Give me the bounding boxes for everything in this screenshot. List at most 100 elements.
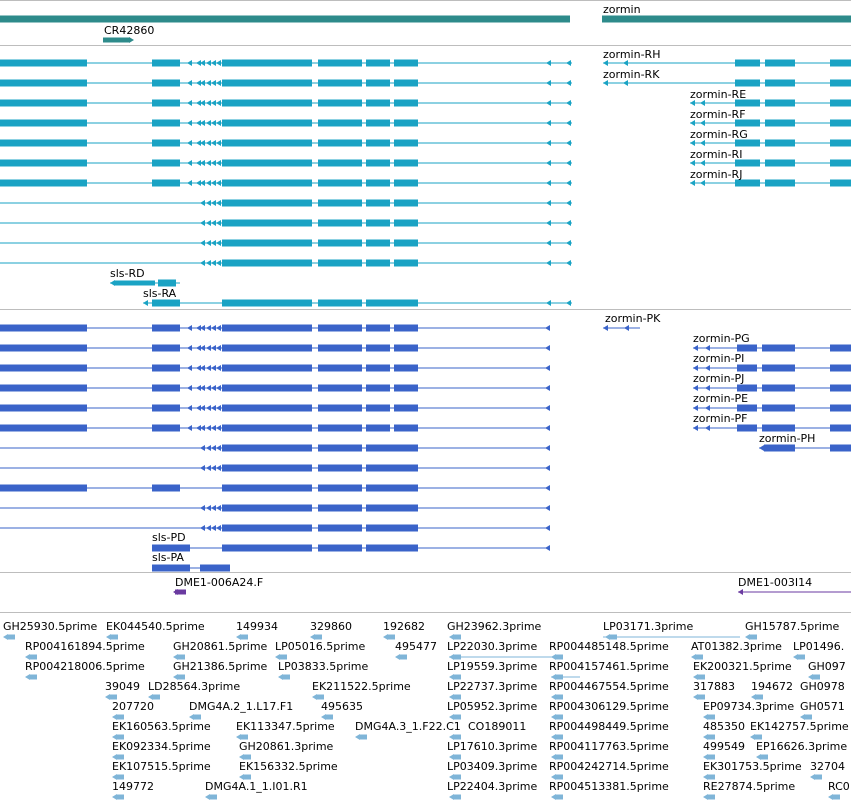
- est-label[interactable]: DMG4A.2_1.L17.F1: [189, 700, 294, 713]
- est-label[interactable]: 499549: [703, 740, 745, 753]
- est-label[interactable]: EK211522.5prime: [312, 680, 411, 693]
- est-bar: [555, 754, 563, 760]
- est-label[interactable]: GH0978: [800, 680, 845, 693]
- est-label[interactable]: LP22404.3prime: [447, 780, 538, 793]
- est-label[interactable]: GH25930.5prime: [3, 620, 98, 633]
- est-label[interactable]: 192682: [383, 620, 425, 633]
- transcript-label[interactable]: sls-PD: [152, 531, 186, 544]
- strand-arrow: [206, 180, 211, 186]
- est-label[interactable]: 485350: [703, 720, 745, 733]
- est-label[interactable]: RP004498449.5prime: [549, 720, 669, 733]
- est-label[interactable]: EK044540.5prime: [106, 620, 205, 633]
- transcript-label[interactable]: zormin-RG: [690, 128, 748, 141]
- est-label[interactable]: GH20861.3prime: [239, 740, 334, 753]
- est-label[interactable]: GH20861.5prime: [173, 640, 268, 653]
- est-label[interactable]: EK156332.5prime: [239, 760, 338, 773]
- transcript-label[interactable]: zormin-PG: [693, 332, 750, 345]
- est-label[interactable]: 194672: [751, 680, 793, 693]
- est-label[interactable]: 329860: [310, 620, 352, 633]
- est-label[interactable]: EP16626.3prime: [756, 740, 848, 753]
- transcript-label[interactable]: sls-PA: [152, 551, 184, 564]
- strand-arrow: [545, 405, 550, 411]
- strand-arrow: [196, 425, 201, 431]
- transcript-label[interactable]: zormin-RH: [603, 48, 661, 61]
- transcript-label[interactable]: zormin-RE: [690, 88, 747, 101]
- est-label[interactable]: RC0: [828, 780, 850, 793]
- est-label[interactable]: RP004485148.5prime: [549, 640, 669, 653]
- strand-arrow: [545, 385, 550, 391]
- est-label[interactable]: LP17610.3prime: [447, 740, 538, 753]
- est-label[interactable]: RP004218006.5prime: [25, 660, 145, 673]
- est-label[interactable]: LP03833.5prime: [278, 660, 369, 673]
- est-label[interactable]: LP03409.3prime: [447, 760, 538, 773]
- est-label[interactable]: 495635: [321, 700, 363, 713]
- transcript-label[interactable]: zormin-RJ: [690, 168, 743, 181]
- est-label[interactable]: GH0571: [800, 700, 845, 713]
- exon-block: [222, 344, 312, 352]
- est-bar: [152, 694, 160, 700]
- est-label[interactable]: RP004467554.5prime: [549, 680, 669, 693]
- est-label[interactable]: RE27874.5prime: [703, 780, 796, 793]
- est-label[interactable]: RP004157461.5prime: [549, 660, 669, 673]
- est-label[interactable]: CO189011: [468, 720, 527, 733]
- est-label[interactable]: GH21386.5prime: [173, 660, 268, 673]
- transcript-label[interactable]: zormin-PH: [759, 432, 816, 445]
- est-label[interactable]: 495477: [395, 640, 437, 653]
- transcript-label[interactable]: zormin-RI: [690, 148, 743, 161]
- transcript-label[interactable]: zormin-PK: [605, 312, 661, 325]
- exon-block: [366, 199, 390, 207]
- est-label[interactable]: 207720: [112, 700, 154, 713]
- est-label[interactable]: EP09734.3prime: [703, 700, 795, 713]
- est-label[interactable]: 39049: [105, 680, 140, 693]
- transcript-label[interactable]: zormin-PI: [693, 352, 745, 365]
- est-label[interactable]: LP22030.3prime: [447, 640, 538, 653]
- gene-label-zormin[interactable]: zormin: [603, 3, 641, 16]
- est-label[interactable]: RP004513381.5prime: [549, 780, 669, 793]
- est-label[interactable]: LP01496.: [793, 640, 845, 653]
- est-label[interactable]: LP05016.5prime: [275, 640, 366, 653]
- est-bar: [314, 634, 322, 640]
- est-label[interactable]: 317883: [693, 680, 735, 693]
- est-label[interactable]: GH23962.3prime: [447, 620, 542, 633]
- est-label[interactable]: GH097: [808, 660, 846, 673]
- transcript-label[interactable]: sls-RA: [143, 287, 177, 300]
- est-label[interactable]: RP004242714.5prime: [549, 760, 669, 773]
- transcript-label[interactable]: sls-RD: [110, 267, 145, 280]
- strand-arrow: [206, 120, 211, 126]
- est-label[interactable]: LP19559.3prime: [447, 660, 538, 673]
- strand-arrow: [216, 365, 221, 371]
- est-label[interactable]: 32704: [810, 760, 845, 773]
- gene-label-cr42860[interactable]: CR42860: [104, 24, 155, 37]
- strand-arrow: [216, 120, 221, 126]
- est-label[interactable]: EK113347.5prime: [236, 720, 335, 733]
- est-label[interactable]: RP004117763.5prime: [549, 740, 669, 753]
- est-label[interactable]: EK142757.5prime: [750, 720, 849, 733]
- est-label[interactable]: EK160563.5prime: [112, 720, 211, 733]
- est-label[interactable]: EK301753.5prime: [703, 760, 802, 773]
- est-label[interactable]: RP004306129.5prime: [549, 700, 669, 713]
- est-label[interactable]: EK107515.5prime: [112, 760, 211, 773]
- exon-block: [318, 544, 362, 552]
- clone-label[interactable]: DME1-003I14: [738, 576, 813, 589]
- clone-label[interactable]: DME1-006A24.F: [175, 576, 264, 589]
- est-label[interactable]: DMG4A.3_1.F22.C1: [355, 720, 461, 733]
- est-label[interactable]: DMG4A.1_1.I01.R1: [205, 780, 308, 793]
- est-label[interactable]: GH15787.5prime: [745, 620, 840, 633]
- transcript-label[interactable]: zormin-RK: [603, 68, 660, 81]
- est-label[interactable]: AT01382.3prime: [691, 640, 782, 653]
- est-label[interactable]: 149934: [236, 620, 278, 633]
- est-label[interactable]: 149772: [112, 780, 154, 793]
- exon-block: [318, 139, 362, 147]
- est-label[interactable]: RP004161894.5prime: [25, 640, 145, 653]
- est-label[interactable]: EK092334.5prime: [112, 740, 211, 753]
- transcript-label[interactable]: zormin-RF: [690, 108, 746, 121]
- est-label[interactable]: EK200321.5prime: [693, 660, 792, 673]
- exon-block: [394, 239, 418, 247]
- est-label[interactable]: LP05952.3prime: [447, 700, 538, 713]
- transcript-label[interactable]: zormin-PF: [693, 412, 748, 425]
- transcript-label[interactable]: zormin-PJ: [693, 372, 745, 385]
- transcript-label[interactable]: zormin-PE: [693, 392, 749, 405]
- est-label[interactable]: LD28564.3prime: [148, 680, 241, 693]
- est-label[interactable]: LP22737.3prime: [447, 680, 538, 693]
- est-label[interactable]: LP03171.3prime: [603, 620, 694, 633]
